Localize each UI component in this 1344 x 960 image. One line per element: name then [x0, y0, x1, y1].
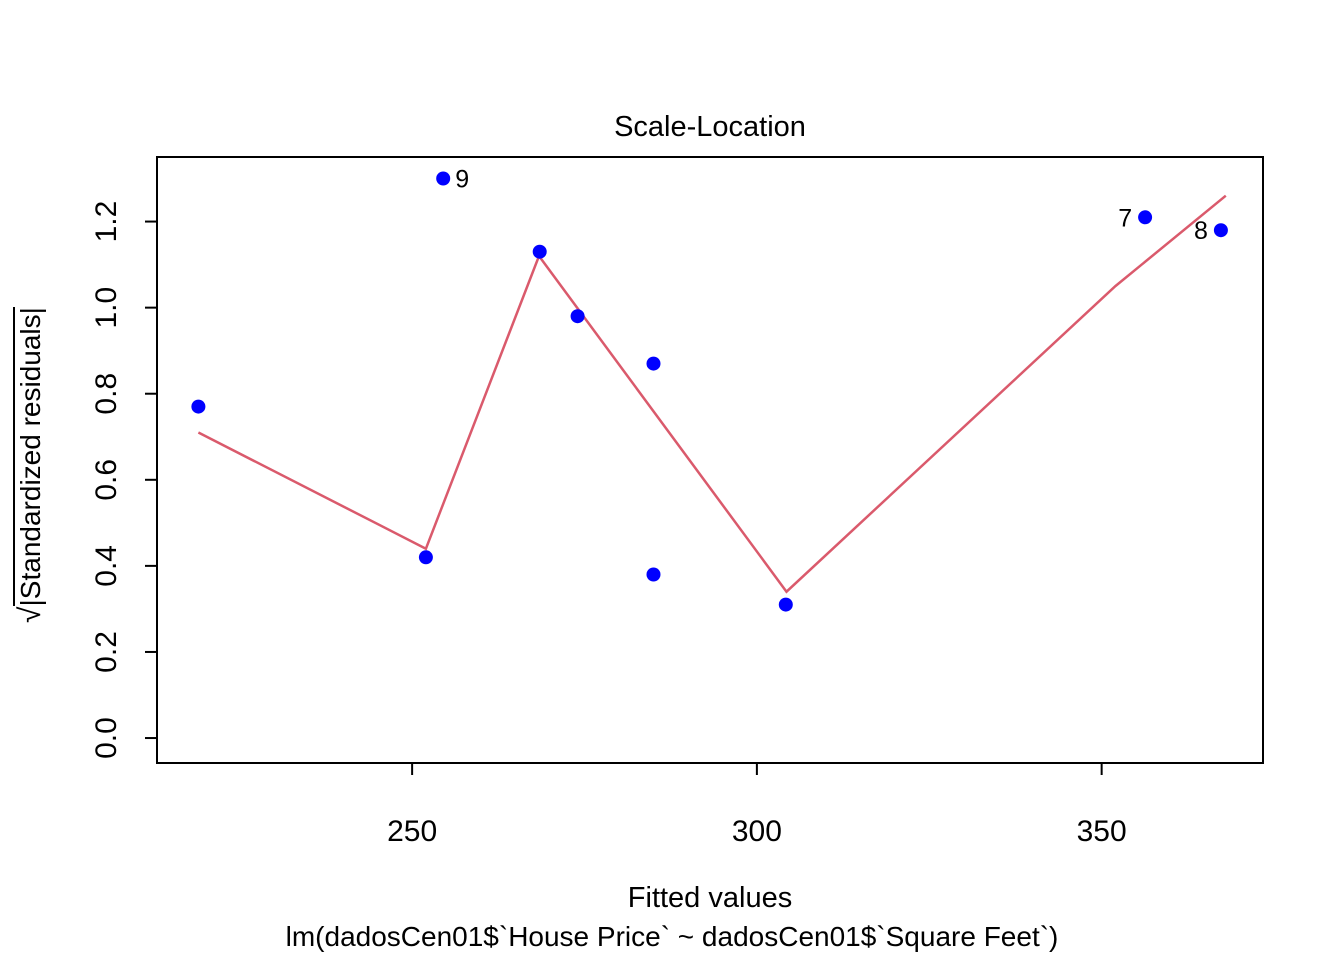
smooth-line — [197, 194, 1227, 594]
y-axis-title-text: |Standardized residuals| — [13, 307, 46, 607]
point-label: 9 — [455, 166, 469, 194]
y-axis-title: √|Standardized residuals| — [13, 255, 54, 675]
data-point — [646, 567, 661, 582]
sqrt-symbol: √ — [14, 606, 47, 623]
data-point — [646, 356, 661, 371]
data-point — [532, 244, 547, 259]
x-axis-tick-label: 300 — [732, 815, 782, 848]
y-axis-tick-label: 1.2 — [90, 201, 123, 243]
data-point — [570, 309, 585, 324]
data-point — [778, 597, 793, 612]
point-label: 8 — [1194, 217, 1208, 245]
model-call-caption: lm(dadosCen01$`House Price` ~ dadosCen01… — [285, 921, 1059, 952]
data-point — [1213, 223, 1228, 238]
y-axis-tick-label: 0.6 — [90, 459, 123, 501]
x-axis-tick-label: 350 — [1077, 815, 1127, 848]
y-axis-tick-label: 0.8 — [90, 373, 123, 415]
y-axis-tick-label: 0.2 — [90, 631, 123, 673]
x-axis-title: Fitted values — [627, 882, 793, 914]
chart-title: Scale-Location — [614, 111, 806, 143]
y-axis-tick-label: 0.0 — [90, 717, 123, 759]
point-label: 7 — [1118, 204, 1132, 232]
data-point — [418, 550, 433, 565]
y-axis-tick-label: 1.0 — [90, 287, 123, 329]
data-point — [1138, 210, 1153, 225]
y-axis-tick-label: 0.4 — [90, 545, 123, 587]
data-point — [436, 171, 451, 186]
plot-box — [156, 156, 1264, 764]
data-point — [191, 399, 206, 414]
x-axis-tick-label: 250 — [387, 815, 437, 848]
